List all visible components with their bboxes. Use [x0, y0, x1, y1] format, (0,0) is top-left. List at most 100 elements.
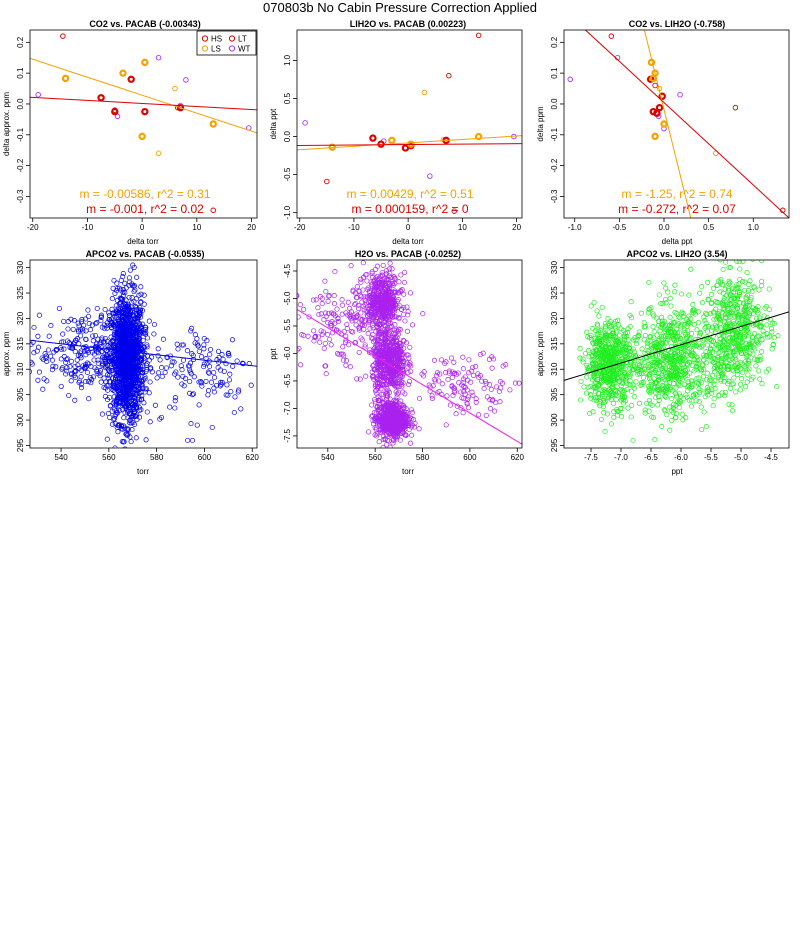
data-point — [110, 368, 116, 374]
data-point — [599, 373, 605, 379]
data-point — [104, 325, 110, 331]
data-point — [621, 367, 627, 374]
data-point — [136, 385, 142, 392]
data-point — [111, 342, 117, 348]
data-point — [129, 363, 136, 369]
data-point — [376, 439, 382, 445]
data-point — [10, 380, 14, 384]
data-point — [381, 293, 387, 299]
y-tick-label: -6.5 — [283, 373, 292, 387]
data-point — [239, 360, 246, 366]
data-point — [147, 419, 153, 425]
data-point — [220, 356, 226, 362]
data-point — [620, 389, 626, 395]
x-tick-label: -0.5 — [612, 223, 626, 232]
data-point — [580, 359, 586, 365]
data-point — [137, 369, 143, 375]
data-point — [45, 347, 52, 353]
data-point — [136, 366, 142, 372]
panel-1-title: CO2 vs. PACAB (-0.00343) — [89, 19, 200, 29]
data-point — [391, 274, 397, 280]
data-point — [119, 407, 126, 413]
data-point — [120, 484, 124, 488]
data-point — [656, 292, 662, 298]
data-point — [577, 397, 584, 403]
data-point — [138, 284, 144, 290]
data-point — [584, 329, 590, 335]
data-point — [187, 378, 193, 385]
data-point — [396, 411, 402, 417]
data-point — [194, 422, 200, 428]
data-point — [663, 394, 669, 400]
data-point — [124, 385, 130, 391]
data-point — [379, 314, 385, 320]
x-tick-label: 0.5 — [703, 223, 715, 232]
data-point — [344, 321, 350, 327]
data-point — [675, 399, 681, 405]
data-point — [631, 385, 637, 391]
data-point — [116, 421, 122, 428]
data-point — [367, 326, 373, 332]
plot-points — [297, 260, 522, 448]
data-point — [406, 362, 412, 368]
data-point — [234, 358, 240, 364]
data-point — [123, 338, 129, 344]
data-point — [126, 275, 132, 281]
data-point — [134, 307, 140, 313]
data-point — [567, 76, 574, 83]
panel-2-plot: -20 -10 0 10 20-1.0-0.50.00.51.0 — [283, 29, 523, 232]
data-point — [619, 414, 625, 420]
data-point — [328, 320, 334, 326]
y-tick-label: -7.5 — [283, 428, 292, 442]
data-point — [373, 410, 379, 416]
data-point — [598, 352, 605, 359]
data-point — [111, 416, 117, 422]
data-point — [470, 364, 476, 370]
data-point — [116, 342, 122, 348]
data-point — [354, 295, 360, 301]
data-point — [395, 384, 401, 390]
data-point — [431, 376, 437, 383]
data-point — [685, 379, 691, 385]
data-point — [406, 355, 412, 361]
data-point — [370, 274, 376, 280]
data-point — [120, 271, 126, 277]
data-point — [364, 309, 371, 315]
data-point — [638, 310, 644, 316]
data-point — [116, 423, 122, 429]
data-point — [658, 314, 665, 320]
data-point — [135, 342, 141, 348]
data-point — [201, 342, 207, 348]
data-point — [121, 415, 127, 421]
data-point — [144, 344, 150, 350]
data-point — [223, 392, 229, 398]
data-point — [622, 371, 629, 377]
data-point — [131, 372, 137, 378]
data-point — [328, 342, 334, 348]
data-point — [387, 324, 393, 330]
data-point — [608, 33, 615, 39]
legend-label-wt: WT — [238, 45, 251, 54]
data-point — [684, 372, 691, 378]
data-point — [598, 362, 604, 368]
data-point — [113, 411, 119, 417]
data-point — [396, 350, 402, 356]
data-point — [401, 291, 407, 297]
data-point — [343, 310, 349, 316]
data-point — [461, 395, 467, 401]
data-point — [129, 344, 135, 350]
data-point — [408, 368, 414, 374]
data-point — [642, 332, 648, 338]
data-point — [602, 332, 608, 338]
data-point — [93, 321, 99, 327]
data-point — [384, 294, 390, 300]
data-point — [370, 417, 376, 424]
data-point — [142, 324, 148, 330]
data-point — [358, 321, 364, 327]
data-point — [587, 410, 593, 416]
x-tick-label: 560 — [102, 453, 116, 462]
data-point — [348, 328, 354, 334]
data-point — [102, 306, 108, 313]
y-tick-label: -0.1 — [16, 127, 25, 141]
